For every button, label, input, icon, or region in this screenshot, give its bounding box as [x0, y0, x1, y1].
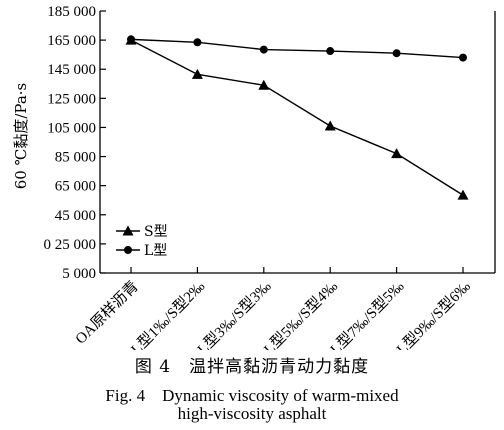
legend-marker-triangle: [122, 225, 134, 236]
series-line: [130, 39, 464, 196]
data-point: [459, 53, 467, 62]
data-point: [127, 35, 135, 44]
series-l-type: [127, 35, 467, 62]
figure-caption-en-line2: high-viscosity asphalt: [177, 404, 327, 423]
y-tick-label: 125 000: [47, 91, 96, 107]
data-point: [258, 79, 270, 90]
axes: [99, 11, 496, 274]
legend-marker-circle: [124, 246, 132, 254]
y-tick-label: 145 000: [47, 62, 96, 78]
legend-label: L型: [144, 243, 167, 259]
series-line: [130, 38, 464, 59]
x-tick-label: OA原样沥青: [72, 278, 142, 348]
y-tick-label: 185 000: [47, 4, 96, 20]
y-ticks: 5 000 0 25 000 45 000 65 000 85 000 105 000 12…: [44, 4, 106, 282]
data-point: [326, 47, 335, 56]
data-point: [193, 38, 202, 47]
y-tick-label: 85 000: [55, 150, 96, 166]
data-point: [391, 148, 403, 159]
y-tick-label: 5 000: [62, 266, 96, 282]
y-tick-label: 45 000: [55, 208, 96, 224]
data-point: [324, 120, 336, 131]
y-tick-label: 165 000: [47, 33, 96, 49]
data-point: [259, 45, 268, 54]
series-layer: [125, 34, 469, 200]
viscosity-line-chart: 5 000 0 25 000 45 000 65 000 85 000 105 000 12…: [12, 4, 496, 350]
x-ticks: OA原样沥青L型1‰/S型2‰L型3‰/S型3‰L型5‰/S型4‰L型7‰/S型…: [72, 267, 474, 350]
y-axis-label: 60 ℃黏度/Pa·s: [12, 83, 30, 190]
figure-caption-zh: 图 4 温拌高黏沥青动力黏度: [134, 357, 370, 377]
legend-label: S型: [144, 224, 168, 240]
data-point: [392, 49, 401, 58]
series-s-type: [125, 34, 469, 200]
y-tick-label: 65 000: [55, 179, 96, 195]
y-tick-label: 105 000: [47, 120, 96, 136]
y-tick-label: 0 25 000: [44, 237, 97, 253]
data-point: [191, 68, 203, 79]
legend: S型 L型: [116, 224, 168, 259]
data-point: [457, 189, 469, 200]
figure-caption-en-line1: Fig. 4 Dynamic viscosity of warm-mixed: [105, 386, 399, 405]
